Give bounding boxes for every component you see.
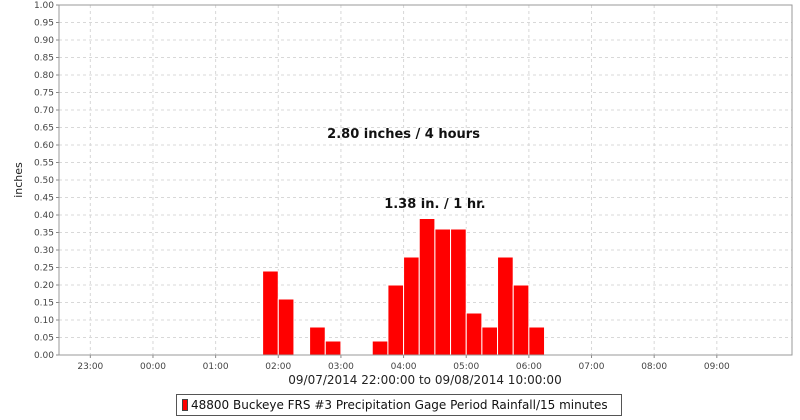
rainfall-bar	[497, 256, 514, 356]
x-tick-labels: 23:00 00:00 01:00 02:00 03:00 04:00 05:00 06:00…	[77, 362, 730, 372]
y-tick-label: 0.20	[34, 281, 54, 291]
x-tick-label: 03:00	[328, 362, 354, 372]
legend-id: 48800	[191, 398, 230, 412]
rainfall-bar	[481, 326, 499, 356]
x-tick-label: 05:00	[453, 362, 479, 372]
y-tick-label: 0.70	[34, 106, 54, 116]
plot-border	[58, 4, 793, 356]
y-tick-label: 0.35	[34, 229, 54, 239]
y-tick-label: 0.00	[34, 351, 54, 361]
y-tick-label: 0.30	[34, 246, 54, 256]
x-tick-label: 08:00	[641, 362, 667, 372]
legend-series-label: Buckeye FRS #3 Precipitation Gage Period…	[233, 398, 608, 412]
y-tick-label: 0.75	[34, 89, 54, 99]
y-tick-label: 0.80	[34, 71, 54, 81]
legend: 48800 Buckeye FRS #3 Precipitation Gage …	[176, 394, 622, 416]
y-axis-label: inches	[12, 162, 25, 198]
annotations: 2.80 inches / 4 hours 1.38 in. / 1 hr.	[327, 127, 485, 212]
rainfall-bar	[450, 228, 467, 356]
axes	[58, 4, 793, 356]
y-tick-label: 0.25	[34, 264, 54, 274]
x-tick-label: 01:00	[203, 362, 229, 372]
y-tick-label: 0.90	[34, 36, 54, 46]
rainfall-bar	[387, 284, 405, 356]
rainfall-bar	[403, 256, 420, 356]
y-tick-label: 0.45	[34, 194, 54, 204]
y-tick-label: 1.00	[34, 1, 54, 11]
annotation-label: 1.38 in. / 1 hr.	[384, 197, 485, 212]
rainfall-bar	[371, 340, 389, 356]
y-tick-label: 0.40	[34, 211, 54, 221]
x-axis-label: 09/07/2014 22:00:00 to 09/08/2014 10:00:…	[288, 373, 561, 387]
x-tick-label: 07:00	[579, 362, 605, 372]
y-tick-label: 0.60	[34, 141, 54, 151]
y-tick-label: 0.10	[34, 316, 54, 326]
rainfall-bar	[434, 228, 452, 356]
x-tick-label: 09:00	[704, 362, 730, 372]
y-tick-label: 0.05	[34, 334, 54, 344]
x-tick-label: 02:00	[265, 362, 291, 372]
y-tick-label: 0.85	[34, 54, 54, 64]
legend-swatch	[182, 399, 188, 411]
bar-series	[262, 218, 546, 356]
x-tick-label: 23:00	[77, 362, 103, 372]
y-tick-label: 0.55	[34, 159, 54, 169]
rainfall-bar	[528, 326, 546, 356]
rainfall-bar	[465, 312, 483, 356]
x-tick-label: 00:00	[140, 362, 166, 372]
rainfall-bar	[512, 284, 530, 356]
annotation-label: 2.80 inches / 4 hours	[327, 127, 480, 142]
rainfall-bar	[324, 340, 342, 356]
rainfall-bar	[418, 218, 436, 356]
y-tick-label: 0.15	[34, 299, 54, 309]
y-tick-label: 0.50	[34, 176, 54, 186]
x-tick-label: 04:00	[391, 362, 417, 372]
rainfall-bar	[262, 270, 279, 356]
y-tick-labels: 0.00 0.05 0.10 0.15 0.20 0.25 0.30 0.35 0.40 0.45…	[34, 1, 54, 361]
y-tick-label: 0.65	[34, 124, 54, 134]
gridlines	[56, 4, 792, 358]
y-tick-label: 0.95	[34, 19, 54, 29]
rainfall-bar	[309, 326, 326, 356]
rainfall-bar	[277, 298, 295, 356]
x-tick-label: 06:00	[516, 362, 542, 372]
rainfall-chart: 0.00 0.05 0.10 0.15 0.20 0.25 0.30 0.35 0.40 0.45…	[12, 1, 793, 387]
